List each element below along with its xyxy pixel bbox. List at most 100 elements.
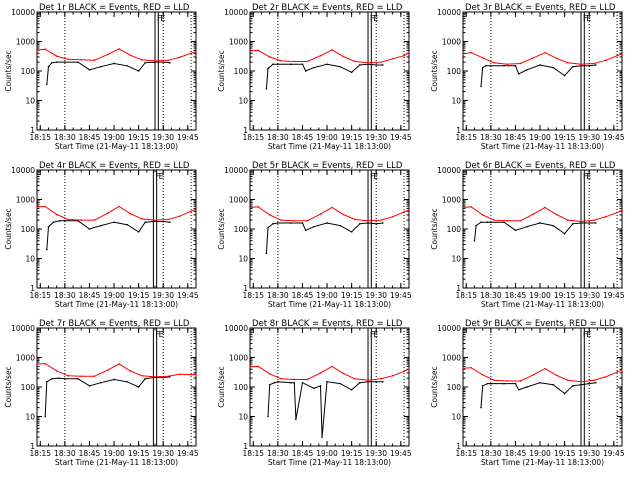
data-point-lld xyxy=(580,381,582,383)
data-point-events xyxy=(267,67,269,70)
y-tick-label: 10000 xyxy=(224,166,248,175)
x-tick-label: 19:15 xyxy=(128,133,150,142)
x-tick-label: 18:45 xyxy=(292,291,314,300)
data-point-events xyxy=(144,377,146,380)
data-point-events xyxy=(290,381,292,384)
data-point-events xyxy=(326,381,328,383)
data-point-lld xyxy=(36,49,38,51)
data-point-events xyxy=(367,222,369,224)
plot-title: Det 4r BLACK = Events, RED = LLD xyxy=(39,161,190,171)
x-tick-label: 18:30 xyxy=(267,449,289,458)
data-point-events xyxy=(503,65,505,67)
data-point-lld xyxy=(178,56,181,59)
x-tick-label: 18:30 xyxy=(267,291,289,300)
data-point-lld xyxy=(268,56,271,58)
data-point-lld xyxy=(481,214,484,216)
data-point-lld xyxy=(280,219,282,221)
x-tick-label: 19:30 xyxy=(365,449,387,458)
flag-label: E xyxy=(586,14,591,23)
y-tick-label: 10 xyxy=(25,97,35,106)
x-tick-label: 18:15 xyxy=(29,133,51,142)
y-axis-label: Counts/sec xyxy=(217,366,226,407)
data-point-events xyxy=(339,65,341,68)
data-point-lld xyxy=(604,59,607,62)
data-point-lld xyxy=(403,370,405,373)
y-tick-label: 100 xyxy=(234,383,249,392)
data-point-events xyxy=(486,221,489,224)
x-tick-label: 18:15 xyxy=(455,449,477,458)
data-point-lld xyxy=(306,60,309,63)
x-axis-label: Start Time (21-May-11 18:13:00) xyxy=(481,300,604,309)
data-point-events xyxy=(339,382,341,385)
y-axis-label: Counts/sec xyxy=(217,50,226,91)
data-point-lld xyxy=(178,215,181,218)
flag-label: E xyxy=(373,14,378,23)
x-axis-label: Start Time (21-May-11 18:13:00) xyxy=(268,458,391,467)
plot-title: Det 2r BLACK = Events, RED = LLD xyxy=(252,3,403,13)
data-point-lld xyxy=(342,55,345,58)
data-point-lld xyxy=(154,60,156,62)
data-point-lld xyxy=(555,213,558,216)
data-point-lld xyxy=(403,54,405,57)
data-point-events xyxy=(359,64,361,66)
data-point-lld xyxy=(470,206,472,208)
data-point-events xyxy=(168,61,171,64)
data-point-lld xyxy=(129,370,132,372)
data-point-lld xyxy=(593,62,595,65)
plot-panel-1: Det 1r BLACK = Events, RED = LLD 1 10 100 10… xyxy=(4,3,199,151)
data-point-events xyxy=(503,382,505,385)
y-tick-label: 10 xyxy=(25,413,35,422)
y-axis-label: Counts/sec xyxy=(430,208,439,249)
data-point-lld xyxy=(55,213,58,216)
data-point-events xyxy=(594,64,597,66)
data-point-lld xyxy=(342,213,345,216)
data-point-events xyxy=(154,61,156,63)
data-point-events xyxy=(517,73,520,75)
data-point-events xyxy=(381,381,384,383)
data-point-lld xyxy=(249,366,251,368)
data-point-events xyxy=(326,222,328,224)
data-point-events xyxy=(375,64,378,66)
data-point-lld xyxy=(44,362,46,365)
data-point-events xyxy=(588,222,591,224)
x-tick-label: 18:15 xyxy=(242,133,264,142)
data-point-events xyxy=(293,381,296,384)
series-line-events xyxy=(267,381,383,438)
data-point-lld xyxy=(44,205,46,208)
data-point-events xyxy=(272,223,274,225)
series-line-events xyxy=(480,382,596,408)
x-tick-label: 19:00 xyxy=(103,133,125,142)
x-tick-label: 19:30 xyxy=(152,449,174,458)
data-point-lld xyxy=(129,212,132,215)
x-tick-label: 19:30 xyxy=(152,291,174,300)
plot-frame xyxy=(36,11,197,131)
plot-panel-3: Det 3r BLACK = Events, RED = LLD 1 10 100 10… xyxy=(430,3,625,151)
data-point-events xyxy=(503,221,505,224)
data-point-lld xyxy=(532,373,535,376)
data-point-lld xyxy=(408,368,410,371)
data-point-events xyxy=(313,387,315,390)
data-point-events xyxy=(580,222,582,224)
y-tick-label: 10000 xyxy=(11,8,35,17)
data-point-events xyxy=(301,381,304,384)
data-point-lld xyxy=(567,379,569,382)
data-point-lld xyxy=(367,379,369,382)
x-tick-label: 18:30 xyxy=(54,449,76,458)
data-point-events xyxy=(137,70,140,72)
flag-label: F xyxy=(157,14,162,23)
data-point-events xyxy=(490,221,492,224)
x-tick-label: 19:30 xyxy=(152,133,174,142)
data-point-lld xyxy=(462,206,464,209)
data-point-lld xyxy=(80,219,83,221)
flag-label: F xyxy=(583,14,588,23)
series-line-lld xyxy=(462,52,623,65)
x-tick-label: 19:45 xyxy=(177,449,199,458)
data-point-events xyxy=(126,65,128,67)
data-point-lld xyxy=(621,209,623,211)
plot-title: Det 1r BLACK = Events, RED = LLD xyxy=(39,3,190,13)
plot-title: Det 8r BLACK = Events, RED = LLD xyxy=(252,319,403,329)
data-point-events xyxy=(475,224,477,227)
flag-label: F xyxy=(583,172,588,181)
data-point-lld xyxy=(616,54,618,57)
data-point-events xyxy=(64,219,66,222)
